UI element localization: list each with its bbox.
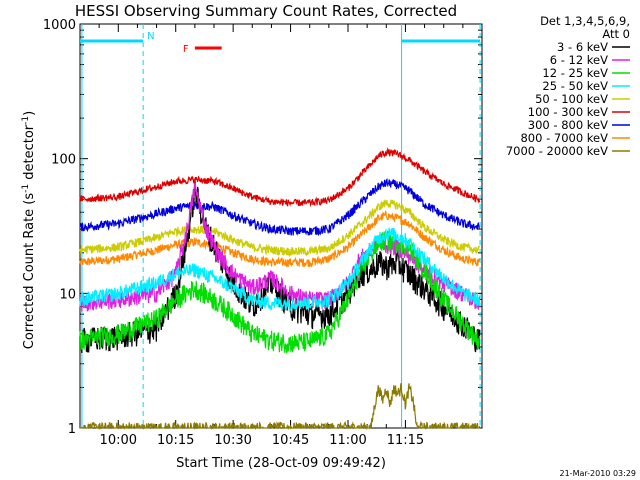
x-tick-label: 10:30 [214,433,251,448]
y-tick-label: 1000 [43,18,76,33]
legend-label: 3 - 6 keV [557,40,608,54]
y-axis-label-part-1: Corrected Count Rate (s [22,193,37,350]
y-axis-label-part-2: detector [22,124,37,184]
y-axis-label-sup-2: -1 [21,116,31,125]
series-7000-20000kev [80,383,481,431]
legend-header-line-1: Det 1,3,4,5,6,9, [540,14,630,28]
x-axis-label: Start Time (28-Oct-09 09:49:42) [176,456,386,471]
x-tick-label: 11:00 [329,433,366,448]
legend-label: 12 - 25 keV [542,66,608,80]
x-tick-label: 10:15 [157,433,194,448]
y-axis-label-sup-1: -1 [21,184,31,193]
x-tick-label: 10:00 [100,433,137,448]
series-12-25kev [79,230,481,354]
chart-title: HESSI Observing Summary Count Rates, Cor… [75,2,457,20]
y-axis-label: Corrected Count Rate (s-1 detector-1) [21,111,37,349]
series-300-800kev [79,210,481,268]
legend-label: 100 - 300 keV [528,105,608,119]
flag-label: N [147,31,154,42]
series-100-300kev [79,146,481,208]
y-axis-label-part-3: ) [22,111,37,116]
series-25-50kev [79,227,481,313]
series-band-blue-band [79,178,480,236]
legend-label: 300 - 800 keV [528,118,608,132]
flag-label: F [183,44,189,55]
legend-header-line-2: Att 0 [602,27,630,41]
y-tick-label: 10 [59,287,76,302]
timestamp: 21-Mar-2010 03:29 [560,469,637,478]
legend-label: 7000 - 20000 keV [506,144,608,158]
legend-label: 6 - 12 keV [550,53,608,67]
plot-area: 1 10 100 1000 10:00 10:15 10:30 10:45 11:00 11:15… [43,18,483,448]
y-tick-label: 100 [51,153,76,168]
series-band-yellow-band [79,199,481,258]
y-tick-label: 1 [68,422,76,437]
legend-label: 800 - 7000 keV [520,131,608,145]
legend-label: 25 - 50 keV [542,79,608,93]
x-tick-label: 11:15 [387,433,424,448]
x-tick-label: 10:45 [272,433,309,448]
legend-label: 50 - 100 keV [535,92,608,106]
